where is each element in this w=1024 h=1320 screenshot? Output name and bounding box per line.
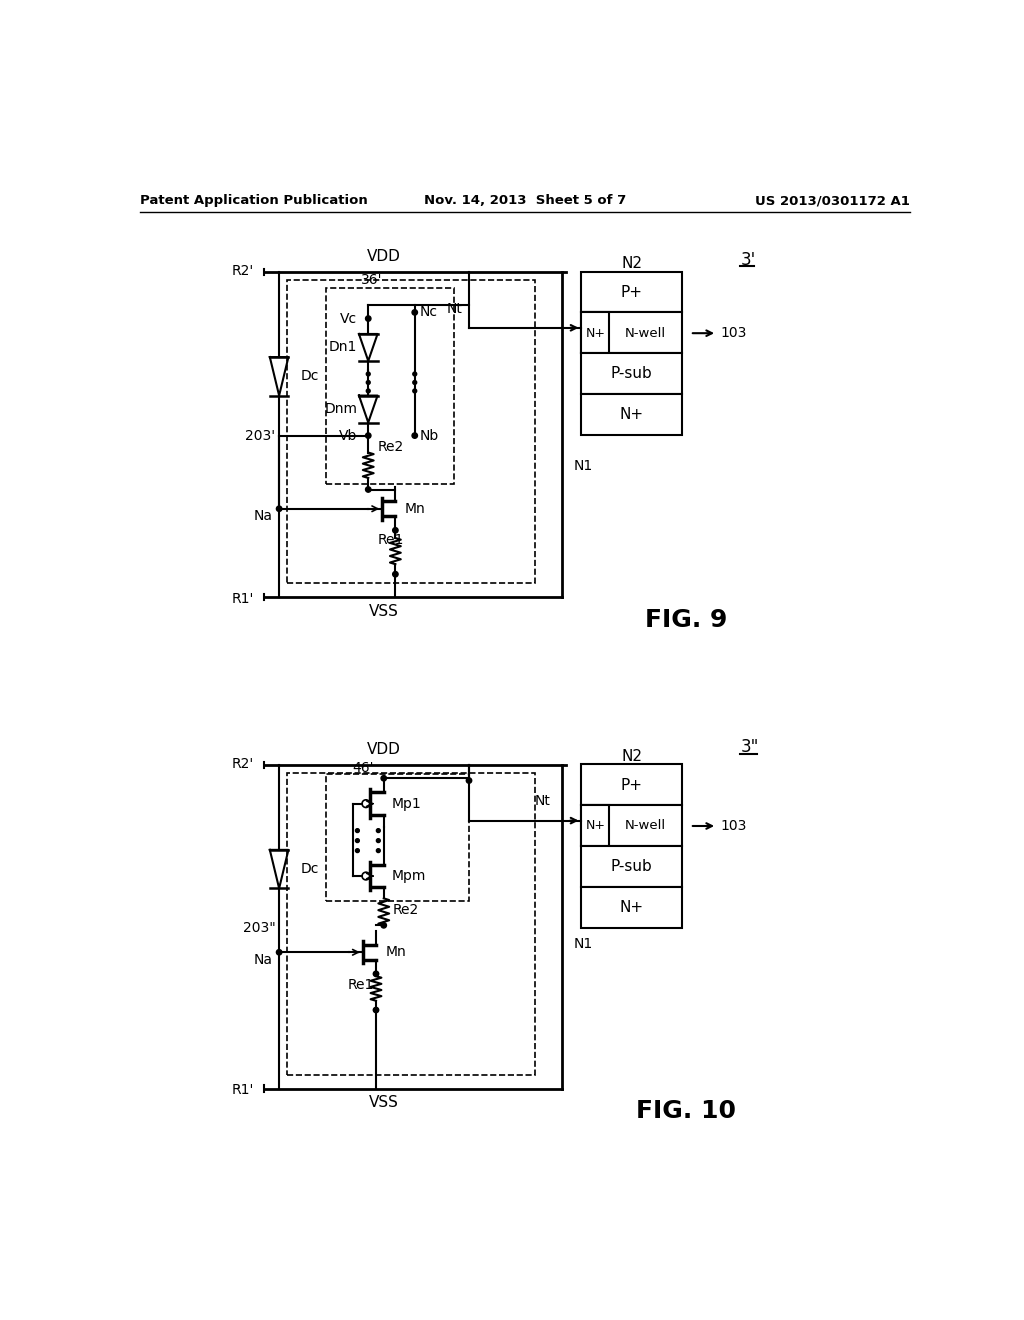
Circle shape xyxy=(377,829,380,833)
Text: N-well: N-well xyxy=(625,820,667,833)
Bar xyxy=(582,764,682,805)
Circle shape xyxy=(374,972,379,977)
Text: 203": 203" xyxy=(243,921,275,936)
Bar xyxy=(582,395,682,434)
Text: Dc: Dc xyxy=(301,862,319,876)
Text: Re2: Re2 xyxy=(378,440,403,454)
Text: Nt: Nt xyxy=(535,795,550,808)
Text: Nt: Nt xyxy=(446,301,463,315)
Text: Nb: Nb xyxy=(420,429,438,442)
Circle shape xyxy=(466,777,472,783)
Circle shape xyxy=(374,1007,379,1012)
Bar xyxy=(582,313,609,354)
Circle shape xyxy=(413,380,417,384)
Text: N+: N+ xyxy=(586,820,605,833)
Circle shape xyxy=(276,506,282,511)
Circle shape xyxy=(412,310,418,315)
Text: N1: N1 xyxy=(573,459,593,474)
Text: VDD: VDD xyxy=(367,742,400,758)
Text: Na: Na xyxy=(254,953,273,968)
Bar xyxy=(287,774,535,1074)
Text: Nov. 14, 2013  Sheet 5 of 7: Nov. 14, 2013 Sheet 5 of 7 xyxy=(424,194,626,207)
Text: Dc: Dc xyxy=(301,370,319,383)
Text: N+: N+ xyxy=(586,326,605,339)
Text: VDD: VDD xyxy=(367,249,400,264)
Circle shape xyxy=(377,849,380,853)
Text: R2': R2' xyxy=(232,756,254,771)
Bar xyxy=(326,775,469,902)
Text: Dnm: Dnm xyxy=(325,401,357,416)
Text: Re2: Re2 xyxy=(393,903,419,917)
Circle shape xyxy=(412,433,418,438)
Circle shape xyxy=(392,572,398,577)
Text: N2: N2 xyxy=(622,750,642,764)
Circle shape xyxy=(367,380,371,384)
Bar xyxy=(582,272,682,313)
Text: N+: N+ xyxy=(620,408,644,422)
Text: Mpm: Mpm xyxy=(391,869,426,883)
Circle shape xyxy=(355,838,359,842)
Text: N2: N2 xyxy=(622,256,642,272)
Circle shape xyxy=(413,389,417,393)
Text: P+: P+ xyxy=(621,285,643,300)
Circle shape xyxy=(366,315,371,321)
Circle shape xyxy=(366,487,371,492)
Text: VSS: VSS xyxy=(369,1094,398,1110)
Bar xyxy=(582,805,682,846)
Text: P+: P+ xyxy=(621,777,643,793)
Text: Re1: Re1 xyxy=(348,978,375,993)
Text: Mn: Mn xyxy=(385,945,407,960)
Text: 3': 3' xyxy=(740,251,756,269)
Text: VSS: VSS xyxy=(369,603,398,619)
Text: 36': 36' xyxy=(360,273,382,286)
Circle shape xyxy=(381,923,386,928)
Text: N-well: N-well xyxy=(625,326,667,339)
Text: Na: Na xyxy=(254,510,273,524)
Text: Patent Application Publication: Patent Application Publication xyxy=(139,194,368,207)
Bar xyxy=(582,354,682,395)
Text: N+: N+ xyxy=(620,900,644,915)
Text: Vb: Vb xyxy=(339,429,357,442)
Circle shape xyxy=(276,949,282,954)
Bar xyxy=(582,313,682,354)
Text: FIG. 9: FIG. 9 xyxy=(645,609,727,632)
Circle shape xyxy=(392,528,398,533)
Text: US 2013/0301172 A1: US 2013/0301172 A1 xyxy=(755,194,910,207)
Circle shape xyxy=(413,372,417,376)
Text: 46': 46' xyxy=(352,762,374,775)
Circle shape xyxy=(367,372,371,376)
Text: P-sub: P-sub xyxy=(611,859,652,874)
Circle shape xyxy=(367,389,371,393)
Circle shape xyxy=(377,838,380,842)
Text: 103: 103 xyxy=(721,818,748,833)
Text: Mn: Mn xyxy=(404,502,425,516)
Text: 203': 203' xyxy=(245,429,275,442)
Text: R1': R1' xyxy=(232,591,254,606)
Text: Dn1: Dn1 xyxy=(329,341,357,354)
Text: Nc: Nc xyxy=(420,305,437,319)
Bar xyxy=(582,887,682,928)
Text: Vc: Vc xyxy=(340,312,357,326)
Circle shape xyxy=(381,776,386,781)
Text: R1': R1' xyxy=(232,1084,254,1097)
Text: 103: 103 xyxy=(721,326,748,341)
Text: R2': R2' xyxy=(232,264,254,277)
Text: P-sub: P-sub xyxy=(611,367,652,381)
Bar xyxy=(582,805,609,846)
Text: FIG. 10: FIG. 10 xyxy=(636,1098,736,1123)
Circle shape xyxy=(355,849,359,853)
Circle shape xyxy=(366,433,371,438)
Bar xyxy=(287,280,535,583)
Bar xyxy=(582,846,682,887)
Circle shape xyxy=(355,829,359,833)
Text: Re1: Re1 xyxy=(378,532,403,546)
Text: Mp1: Mp1 xyxy=(391,797,421,810)
Bar xyxy=(326,288,454,484)
Text: N1: N1 xyxy=(573,937,593,950)
Text: 3": 3" xyxy=(740,738,759,756)
